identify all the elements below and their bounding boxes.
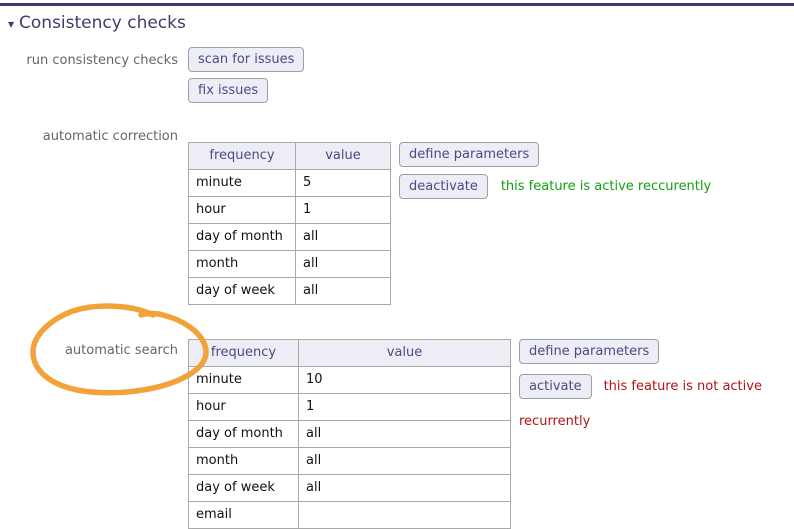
table-cell: day of week — [188, 277, 296, 305]
value-column-header: value — [298, 339, 511, 367]
table-header-row: frequency value — [188, 339, 511, 367]
deactivate-button[interactable]: deactivate — [399, 174, 488, 199]
table-cell: day of month — [188, 420, 299, 448]
top-divider — [0, 3, 794, 6]
automatic-correction-label: automatic correction — [42, 129, 178, 144]
table-cell: all — [295, 250, 391, 278]
table-row: hour 1 — [188, 393, 511, 421]
table-cell: minute — [188, 366, 299, 394]
section-header: ▾ Consistency checks — [8, 13, 794, 34]
table-cell: all — [298, 474, 511, 502]
section-title: Consistency checks — [19, 13, 186, 33]
table-row: minute 10 — [188, 366, 511, 394]
table-cell: hour — [188, 393, 299, 421]
collapse-arrow-icon[interactable]: ▾ — [8, 17, 15, 31]
fix-issues-button[interactable]: fix issues — [188, 78, 269, 103]
table-row: hour 1 — [188, 196, 391, 224]
search-status-text: this feature is not active recurrently — [519, 379, 762, 429]
table-cell: email — [188, 501, 299, 529]
table-row: month all — [188, 250, 391, 278]
frequency-column-header: frequency — [188, 142, 296, 170]
table-header-row: frequency value — [188, 142, 391, 170]
table-row: day of month all — [188, 223, 391, 251]
table-cell: month — [188, 447, 299, 475]
table-cell: 5 — [295, 169, 391, 197]
correction-status-text: this feature is active reccurently — [500, 179, 712, 194]
table-cell: 1 — [298, 393, 511, 421]
table-cell: 10 — [298, 366, 511, 394]
run-checks-label: run consistency checks — [26, 53, 178, 68]
table-row: minute 5 — [188, 169, 391, 197]
table-row: email — [188, 501, 511, 529]
automatic-search-frequency-table: frequency value minute 10 hour 1 day of mont… — [188, 339, 511, 529]
table-cell: hour — [188, 196, 296, 224]
table-cell: month — [188, 250, 296, 278]
table-cell: 1 — [295, 196, 391, 224]
table-row: day of month all — [188, 420, 511, 448]
table-row: month all — [188, 447, 511, 475]
table-cell: day of week — [188, 474, 299, 502]
table-cell — [298, 501, 511, 529]
table-row: day of week all — [188, 474, 511, 502]
table-cell: all — [295, 277, 391, 305]
scan-for-issues-button[interactable]: scan for issues — [188, 47, 305, 72]
automatic-search-row: automatic search frequency value minute 1… — [0, 338, 794, 529]
automatic-correction-frequency-table: frequency value minute 5 hour 1 day of month… — [188, 142, 391, 305]
value-column-header: value — [295, 142, 391, 170]
automatic-correction-row: automatic correction frequency value min… — [0, 129, 794, 305]
activate-button[interactable]: activate — [519, 374, 592, 399]
table-cell: all — [295, 223, 391, 251]
run-checks-row: run consistency checks scan for issues f… — [0, 47, 794, 109]
frequency-column-header: frequency — [188, 339, 299, 367]
table-cell: all — [298, 420, 511, 448]
table-cell: all — [298, 447, 511, 475]
automatic-search-label: automatic search — [64, 343, 178, 358]
define-parameters-button-correction[interactable]: define parameters — [399, 142, 540, 167]
table-row: day of week all — [188, 277, 391, 305]
define-parameters-button-search[interactable]: define parameters — [519, 339, 660, 364]
table-cell: day of month — [188, 223, 296, 251]
table-cell: minute — [188, 169, 296, 197]
